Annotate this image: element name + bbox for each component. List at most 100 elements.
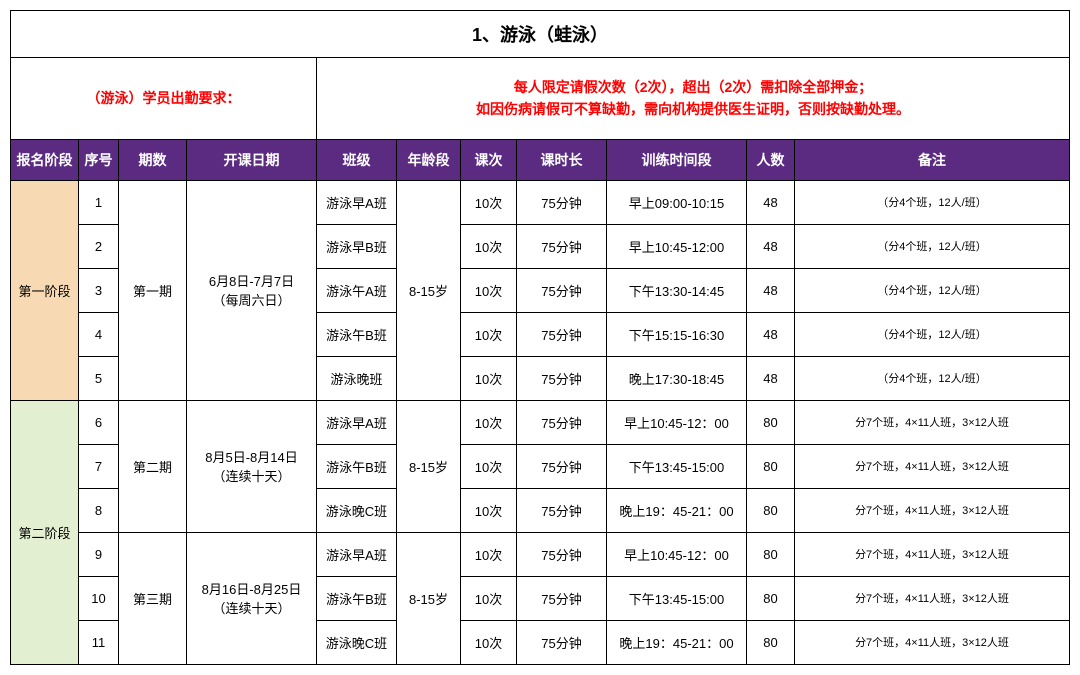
cell-time: 下午15:15-16:30 (607, 312, 747, 356)
date-3-cell: 8月16日-8月25日 （连续十天） (187, 532, 317, 664)
date-2-l1: 8月5日-8月14日 (205, 450, 297, 465)
table-row: 9 第三期 8月16日-8月25日 （连续十天） 游泳早A班 8-15岁 10次… (11, 532, 1070, 576)
cell-no: 1 (79, 180, 119, 224)
table-title: 1、游泳（蛙泳） (11, 11, 1070, 58)
cell-count: 10次 (461, 180, 517, 224)
hdr-date: 开课日期 (187, 139, 317, 180)
hdr-class: 班级 (317, 139, 397, 180)
cell-dur: 75分钟 (517, 400, 607, 444)
cell-dur: 75分钟 (517, 356, 607, 400)
cell-dur: 75分钟 (517, 620, 607, 664)
cell-time: 下午13:45-15:00 (607, 576, 747, 620)
age-3-cell: 8-15岁 (397, 532, 461, 664)
cell-no: 5 (79, 356, 119, 400)
cell-dur: 75分钟 (517, 312, 607, 356)
cell-time: 晚上19：45-21：00 (607, 620, 747, 664)
cell-count: 10次 (461, 620, 517, 664)
cell-time: 早上10:45-12：00 (607, 400, 747, 444)
cell-cap: 80 (747, 620, 795, 664)
cell-cap: 48 (747, 180, 795, 224)
cell-count: 10次 (461, 400, 517, 444)
attendance-requirement-text: 每人限定请假次数（2次），超出（2次）需扣除全部押金； 如因伤病请假可不算缺勤，… (317, 58, 1070, 140)
date-3-l2: （连续十天） (212, 601, 290, 616)
req-line1: 每人限定请假次数（2次），超出（2次）需扣除全部押金； (514, 79, 873, 95)
cell-no: 7 (79, 444, 119, 488)
cell-time: 下午13:45-15:00 (607, 444, 747, 488)
cell-time: 早上10:45-12：00 (607, 532, 747, 576)
term-2-cell: 第二期 (119, 400, 187, 532)
hdr-remark: 备注 (795, 139, 1070, 180)
cell-cap: 48 (747, 268, 795, 312)
cell-dur: 75分钟 (517, 532, 607, 576)
table-row: 第二阶段 6 第二期 8月5日-8月14日 （连续十天） 游泳早A班 8-15岁… (11, 400, 1070, 444)
date-1-l2: （每周六日） (212, 293, 290, 308)
cell-remark: 分7个班，4×11人班，3×12人班 (795, 400, 1070, 444)
cell-cap: 80 (747, 444, 795, 488)
date-2-l2: （连续十天） (212, 469, 290, 484)
cell-no: 6 (79, 400, 119, 444)
cell-count: 10次 (461, 356, 517, 400)
attendance-requirement-label: （游泳）学员出勤要求： (11, 58, 317, 140)
hdr-dur: 课时长 (517, 139, 607, 180)
cell-class: 游泳早A班 (317, 400, 397, 444)
cell-class: 游泳晚班 (317, 356, 397, 400)
cell-time: 早上10:45-12:00 (607, 224, 747, 268)
date-1-cell: 6月8日-7月7日 （每周六日） (187, 180, 317, 400)
cell-dur: 75分钟 (517, 444, 607, 488)
cell-no: 4 (79, 312, 119, 356)
cell-remark: （分4个班，12人/班） (795, 356, 1070, 400)
cell-no: 9 (79, 532, 119, 576)
cell-remark: （分4个班，12人/班） (795, 312, 1070, 356)
age-1-cell: 8-15岁 (397, 180, 461, 400)
cell-class: 游泳午A班 (317, 268, 397, 312)
date-3-l1: 8月16日-8月25日 (202, 582, 302, 597)
hdr-count: 课次 (461, 139, 517, 180)
cell-count: 10次 (461, 576, 517, 620)
schedule-table: 1、游泳（蛙泳） （游泳）学员出勤要求： 每人限定请假次数（2次），超出（2次）… (10, 10, 1070, 665)
phase-1-cell: 第一阶段 (11, 180, 79, 400)
cell-time: 早上09:00-10:15 (607, 180, 747, 224)
cell-count: 10次 (461, 532, 517, 576)
hdr-age: 年龄段 (397, 139, 461, 180)
cell-count: 10次 (461, 444, 517, 488)
cell-class: 游泳早B班 (317, 224, 397, 268)
cell-no: 2 (79, 224, 119, 268)
cell-remark: 分7个班，4×11人班，3×12人班 (795, 620, 1070, 664)
cell-class: 游泳午B班 (317, 312, 397, 356)
term-3-cell: 第三期 (119, 532, 187, 664)
cell-remark: 分7个班，4×11人班，3×12人班 (795, 576, 1070, 620)
cell-class: 游泳晚C班 (317, 620, 397, 664)
cell-time: 下午13:30-14:45 (607, 268, 747, 312)
cell-remark: 分7个班，4×11人班，3×12人班 (795, 444, 1070, 488)
cell-dur: 75分钟 (517, 180, 607, 224)
date-2-cell: 8月5日-8月14日 （连续十天） (187, 400, 317, 532)
age-2-cell: 8-15岁 (397, 400, 461, 532)
cell-cap: 80 (747, 488, 795, 532)
cell-no: 3 (79, 268, 119, 312)
cell-class: 游泳早A班 (317, 532, 397, 576)
req-line2: 如因伤病请假可不算缺勤，需向机构提供医生证明，否则按缺勤处理。 (476, 101, 910, 117)
phase-2-cell: 第二阶段 (11, 400, 79, 664)
cell-class: 游泳早A班 (317, 180, 397, 224)
cell-remark: 分7个班，4×11人班，3×12人班 (795, 532, 1070, 576)
cell-cap: 48 (747, 356, 795, 400)
cell-cap: 80 (747, 400, 795, 444)
hdr-term: 期数 (119, 139, 187, 180)
cell-dur: 75分钟 (517, 268, 607, 312)
hdr-phase: 报名阶段 (11, 139, 79, 180)
cell-no: 8 (79, 488, 119, 532)
cell-class: 游泳晚C班 (317, 488, 397, 532)
table-row: 第一阶段 1 第一期 6月8日-7月7日 （每周六日） 游泳早A班 8-15岁 … (11, 180, 1070, 224)
cell-cap: 48 (747, 312, 795, 356)
cell-count: 10次 (461, 268, 517, 312)
cell-dur: 75分钟 (517, 488, 607, 532)
hdr-cap: 人数 (747, 139, 795, 180)
hdr-time: 训练时间段 (607, 139, 747, 180)
cell-time: 晚上17:30-18:45 (607, 356, 747, 400)
cell-class: 游泳午B班 (317, 444, 397, 488)
cell-count: 10次 (461, 488, 517, 532)
cell-dur: 75分钟 (517, 576, 607, 620)
cell-count: 10次 (461, 224, 517, 268)
cell-remark: （分4个班，12人/班） (795, 268, 1070, 312)
cell-dur: 75分钟 (517, 224, 607, 268)
